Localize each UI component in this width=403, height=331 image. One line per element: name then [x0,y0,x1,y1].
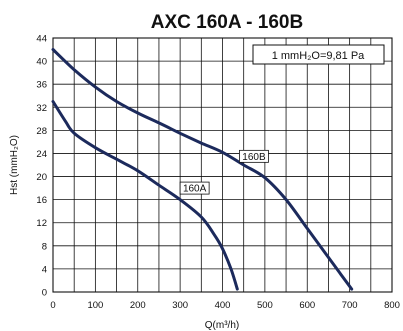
x-tick-label: 300 [172,300,188,311]
series-labels: 160A 160B [179,149,269,195]
series-curves [51,48,354,291]
y-axis-label: Hst (mmH₂O) [9,135,20,195]
x-tick-label: 0 [50,300,55,311]
x-tick-label: 600 [299,300,315,311]
y-tick-label: 0 [42,288,47,299]
curve-160a [51,100,239,291]
unit-note-text: 1 mmH₂O=9,81 Pa [272,50,365,62]
unit-note-box [252,44,385,65]
x-axis-ticks: 0 100 200 300 400 500 600 700 800 [50,300,400,311]
unit-note: 1 mmH₂O=9,81 Pa [252,44,385,65]
y-tick-label: 32 [36,103,47,114]
series-label-160b: 160B [242,152,266,163]
y-tick-label: 44 [36,34,47,45]
y-tick-label: 4 [42,264,47,275]
y-tick-label: 36 [36,80,47,91]
x-tick-label: 700 [342,300,358,311]
x-tick-label: 400 [215,300,231,311]
y-tick-label: 28 [36,126,47,137]
y-tick-label: 16 [36,195,47,206]
series-label-box [239,149,269,163]
y-tick-label: 12 [36,218,47,229]
x-tick-label: 800 [384,300,400,311]
y-tick-label: 20 [36,172,47,183]
y-tick-label: 8 [42,241,47,252]
x-tick-label: 500 [257,300,273,311]
curve-160b [51,48,354,291]
series-label-box [179,181,210,195]
x-axis-label: Q(m³/h) [205,320,239,331]
y-tick-label: 40 [36,57,47,68]
plot-frame [52,37,393,293]
series-label-160a: 160A [183,184,207,195]
x-tick-label: 200 [130,300,146,311]
chart-title: AXC 160A - 160B [151,12,303,33]
y-tick-label: 24 [36,149,47,160]
x-tick-label: 100 [87,300,103,311]
y-axis-ticks: 0 4 8 12 16 20 24 28 32 36 40 44 [36,34,47,299]
grid [53,38,392,292]
